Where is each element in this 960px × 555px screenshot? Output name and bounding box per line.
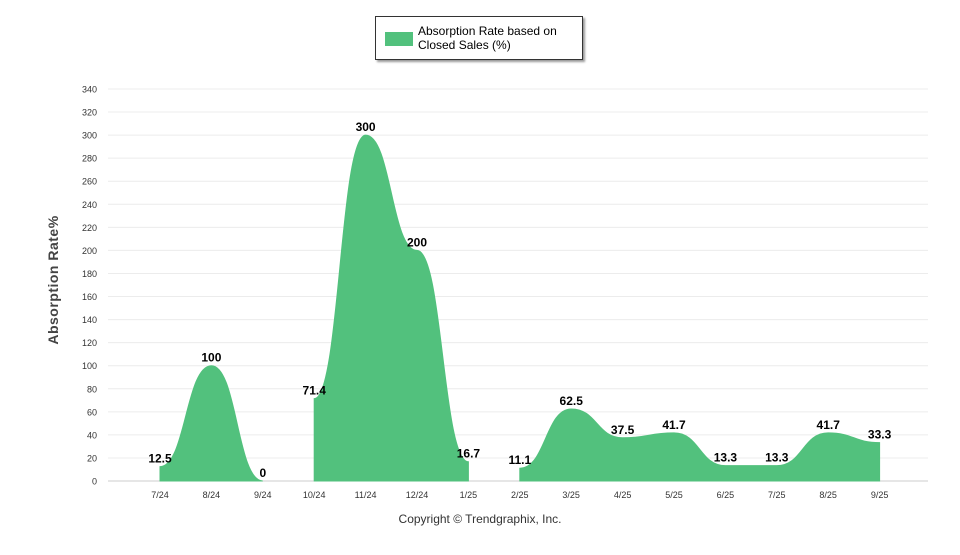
x-tick-label: 4/25 [614, 490, 632, 500]
y-tick-label: 320 [82, 108, 97, 118]
data-label: 0 [259, 466, 266, 480]
data-label: 37.5 [611, 423, 635, 437]
x-axis-ticks: 7/24 8/24 9/24 10/24 11/24 12/24 1/25 2/25 3/25 4… [151, 490, 888, 500]
x-tick-label: 5/25 [665, 490, 683, 500]
x-tick-label: 7/25 [768, 490, 786, 500]
data-label: 300 [356, 120, 376, 134]
y-tick-label: 120 [82, 338, 97, 348]
x-tick-label: 6/25 [717, 490, 735, 500]
y-tick-label: 240 [82, 200, 97, 210]
y-tick-label: 180 [82, 269, 97, 279]
y-tick-label: 160 [82, 292, 97, 302]
legend-swatch [385, 32, 413, 46]
y-tick-label: 100 [82, 361, 97, 371]
data-label: 200 [407, 235, 427, 249]
data-label: 11.1 [508, 453, 531, 467]
data-label: 12.5 [148, 452, 172, 466]
y-tick-label: 200 [82, 246, 97, 256]
data-label: 13.3 [714, 451, 738, 465]
x-tick-label: 10/24 [303, 490, 326, 500]
area-segment [313, 134, 469, 482]
y-tick-label: 40 [87, 430, 97, 440]
x-tick-label: 8/25 [819, 490, 837, 500]
data-label: 71.4 [303, 384, 327, 398]
area-segment [519, 408, 881, 482]
legend-label-line2: Closed Sales (%) [418, 38, 511, 52]
copyright-footer: Copyright © Trendgraphix, Inc. [398, 512, 562, 526]
y-tick-label: 300 [82, 131, 97, 141]
data-label: 41.7 [817, 418, 841, 432]
y-tick-label: 280 [82, 154, 97, 164]
y-tick-label: 340 [82, 85, 97, 95]
y-axis-ticks: 0 20 40 60 80 100 120 140 160 180 200 220 240 260 280 3… [82, 85, 97, 487]
data-label: 100 [201, 351, 221, 365]
y-tick-label: 260 [82, 177, 97, 187]
x-tick-label: 11/24 [355, 490, 377, 500]
x-tick-label: 1/25 [460, 490, 478, 500]
x-tick-label: 2/25 [511, 490, 529, 500]
x-tick-label: 7/24 [151, 490, 169, 500]
x-tick-label: 9/24 [254, 490, 272, 500]
legend: Absorption Rate based on Closed Sales (%… [375, 16, 583, 60]
y-tick-label: 0 [92, 477, 97, 487]
x-tick-label: 9/25 [871, 490, 889, 500]
legend-label: Absorption Rate based on Closed Sales (%… [418, 24, 578, 52]
y-tick-label: 140 [82, 315, 97, 325]
y-tick-label: 220 [82, 223, 97, 233]
data-label: 41.7 [662, 418, 686, 432]
x-tick-label: 3/25 [562, 490, 580, 500]
legend-label-line1: Absorption Rate based on [418, 24, 557, 38]
y-tick-label: 20 [87, 453, 97, 463]
y-axis-title: Absorption Rate% [45, 215, 61, 344]
data-label: 16.7 [457, 447, 481, 461]
y-tick-label: 80 [87, 384, 97, 394]
data-labels: 12.5 100 0 71.4 300 200 16.7 11.1 62.5 37.5 41.7 13… [148, 120, 891, 480]
x-tick-label: 8/24 [203, 490, 221, 500]
data-label: 62.5 [560, 394, 584, 408]
area-segment [159, 365, 263, 482]
x-tick-label: 12/24 [406, 490, 429, 500]
data-label: 33.3 [868, 428, 892, 442]
data-label: 13.3 [765, 451, 789, 465]
grid-lines [108, 88, 928, 482]
y-tick-label: 60 [87, 407, 97, 417]
area-series [159, 134, 881, 482]
